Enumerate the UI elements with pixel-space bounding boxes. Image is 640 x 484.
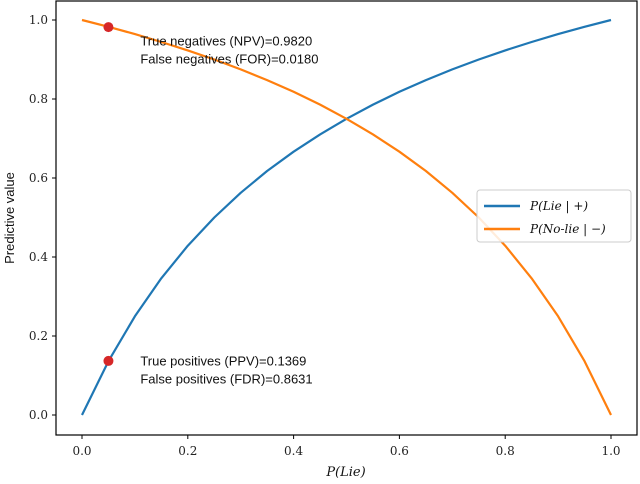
y-tick-label: 0.6 xyxy=(29,171,48,185)
y-tick-label: 0.8 xyxy=(29,92,48,106)
npv-line xyxy=(81,18,612,416)
y-tick-label: 1.0 xyxy=(29,13,48,27)
x-tick-label: 0.2 xyxy=(178,444,197,458)
annotation-text: True positives (PPV)=0.1369 xyxy=(140,354,306,369)
legend-label-ppv: P(Lie | +) xyxy=(529,199,588,213)
annotation-text: True negatives (NPV)=0.9820 xyxy=(140,34,312,49)
legend-label-npv: P(No-lie | −) xyxy=(529,222,606,236)
y-axis-label: Predictive value xyxy=(2,172,17,264)
y-tick-label: 0.0 xyxy=(29,408,48,422)
x-tick-label: 0.0 xyxy=(72,444,91,458)
x-axis-label: P(Lie) xyxy=(325,465,365,480)
y-tick-label: 0.2 xyxy=(29,329,48,343)
legend: P(Lie | +) P(No-lie | −) xyxy=(476,189,632,243)
x-tick-label: 0.8 xyxy=(496,444,515,458)
x-tick-label: 0.4 xyxy=(284,444,303,458)
annotation-text: False positives (FDR)=0.8631 xyxy=(140,372,312,387)
y-tick-label: 0.4 xyxy=(29,250,48,264)
highlight-point xyxy=(103,355,114,366)
highlight-point xyxy=(103,22,114,33)
x-tick-label: 1.0 xyxy=(601,444,620,458)
plot-frame xyxy=(55,0,638,436)
x-tick-label: 0.6 xyxy=(390,444,409,458)
annotation-text: False negatives (FOR)=0.0180 xyxy=(140,52,318,67)
